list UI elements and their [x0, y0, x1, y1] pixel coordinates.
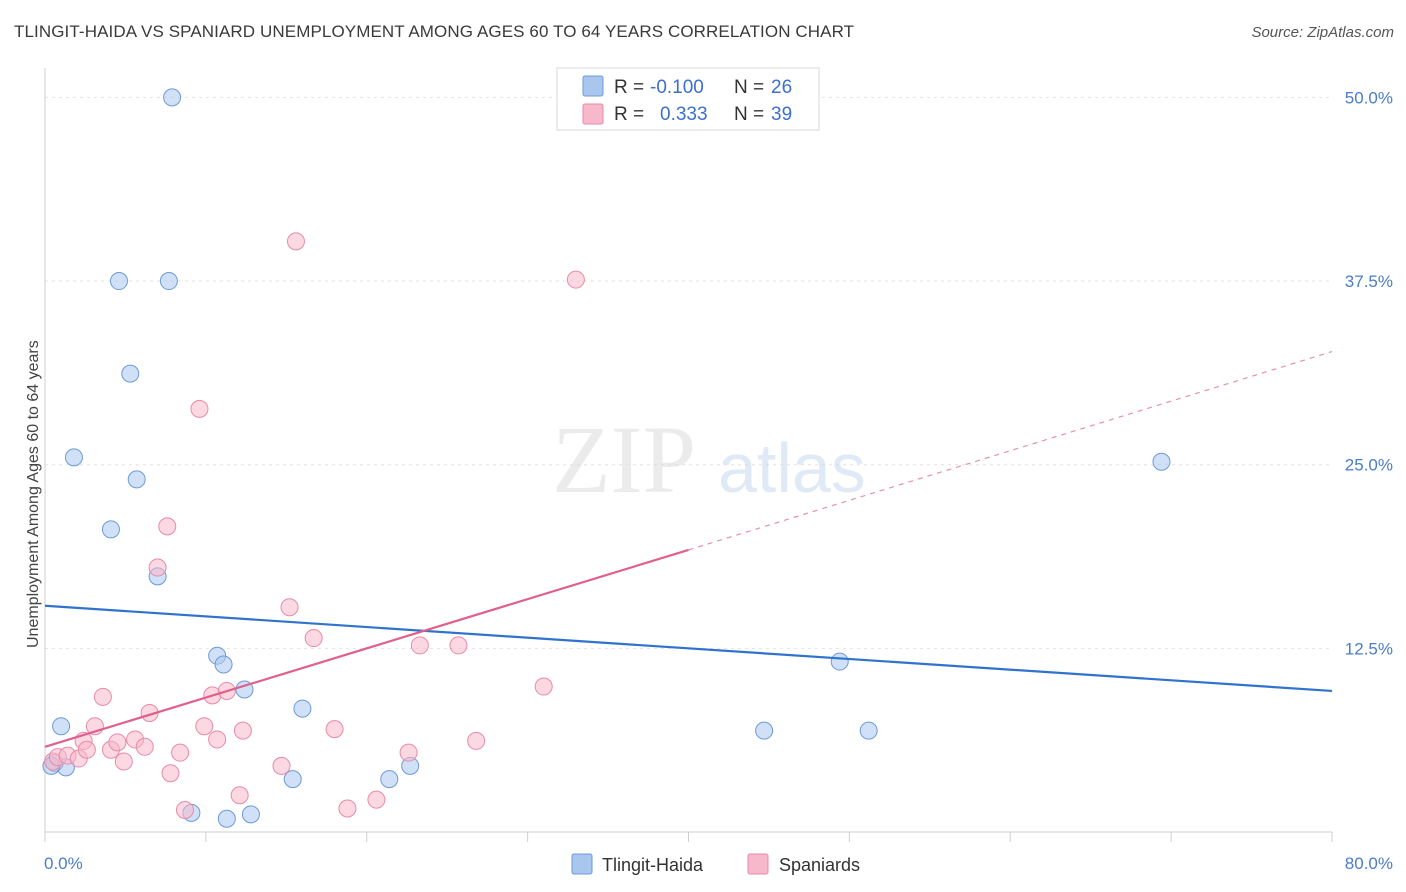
- point-tlingit-haida: [283, 770, 302, 789]
- bottom-legend: Tlingit-Haida Spaniards: [571, 853, 860, 875]
- y-tick-label: 50.0%: [1345, 88, 1393, 107]
- point-tlingit-haida: [110, 272, 129, 291]
- point-spaniards: [467, 731, 486, 750]
- point-spaniards: [566, 270, 585, 289]
- point-tlingit-haida: [52, 717, 71, 736]
- y-tick-label: 25.0%: [1345, 456, 1393, 475]
- point-spaniards: [108, 733, 127, 752]
- point-spaniards: [399, 743, 418, 762]
- legend-r-label-1: R =: [614, 77, 644, 98]
- point-spaniards: [410, 636, 429, 655]
- watermark: ZIP atlas: [552, 406, 866, 513]
- point-spaniards: [148, 558, 167, 577]
- legend-n-label-1: N =: [734, 77, 764, 98]
- grid: [45, 96, 1332, 649]
- point-spaniards: [325, 720, 344, 739]
- bottom-legend-swatch-spaniards: [747, 853, 769, 875]
- legend-r-value-1: -0.100: [650, 77, 704, 98]
- point-tlingit-haida: [101, 520, 120, 539]
- point-spaniards: [233, 721, 252, 740]
- legend-n-value-1: 26: [771, 77, 792, 98]
- point-spaniards: [175, 800, 194, 819]
- point-spaniards: [534, 677, 553, 696]
- point-tlingit-haida: [214, 655, 233, 674]
- point-tlingit-haida: [1152, 452, 1171, 471]
- legend-swatch-spaniards: [582, 103, 604, 125]
- y-tick-labels: 12.5% 25.0% 37.5% 50.0%: [1345, 88, 1393, 658]
- point-spaniards: [114, 752, 133, 771]
- point-tlingit-haida: [755, 721, 774, 740]
- x-ticks: [44, 832, 1333, 842]
- watermark-atlas: atlas: [718, 429, 866, 507]
- y-axis-title: Unemployment Among Ages 60 to 64 years: [25, 340, 42, 648]
- chart-title: TLINGIT-HAIDA VS SPANIARD UNEMPLOYMENT A…: [14, 22, 855, 41]
- legend-swatch-tlingit: [582, 75, 604, 97]
- point-tlingit-haida: [241, 805, 260, 824]
- point-tlingit-haida: [293, 699, 312, 718]
- point-tlingit-haida: [380, 770, 399, 789]
- bottom-legend-swatch-tlingit: [571, 853, 593, 875]
- bottom-legend-label-spaniards: Spaniards: [779, 855, 860, 875]
- legend-n-value-2: 39: [771, 104, 792, 125]
- legend-n-label-2: N =: [734, 104, 764, 125]
- point-tlingit-haida: [217, 809, 236, 828]
- legend-r-label-2: R =: [614, 104, 644, 125]
- point-spaniards: [304, 629, 323, 648]
- point-spaniards: [272, 756, 291, 775]
- trend-line-tlingit-haida: [44, 604, 1333, 693]
- point-tlingit-haida: [859, 721, 878, 740]
- point-tlingit-haida: [121, 364, 140, 383]
- point-spaniards: [449, 636, 468, 655]
- watermark-zip: ZIP: [552, 406, 696, 513]
- trend-line-spaniards-extension: [688, 350, 1333, 551]
- point-spaniards: [171, 743, 190, 762]
- point-spaniards: [367, 790, 386, 809]
- point-spaniards: [135, 737, 154, 756]
- point-spaniards: [208, 730, 227, 749]
- y-tick-label: 37.5%: [1345, 272, 1393, 291]
- point-tlingit-haida: [127, 470, 146, 489]
- bottom-legend-label-tlingit: Tlingit-Haida: [602, 855, 704, 875]
- y-tick-label: 12.5%: [1345, 639, 1393, 658]
- point-spaniards: [280, 598, 299, 617]
- point-tlingit-haida: [159, 272, 178, 291]
- point-spaniards: [286, 232, 305, 251]
- point-tlingit-haida: [830, 652, 849, 671]
- trend-lines: [44, 350, 1333, 748]
- point-tlingit-haida: [163, 88, 182, 107]
- point-spaniards: [195, 717, 214, 736]
- point-spaniards: [338, 799, 357, 818]
- data-points: [42, 88, 1171, 828]
- point-spaniards: [230, 786, 249, 805]
- point-tlingit-haida: [64, 448, 83, 467]
- point-spaniards: [158, 517, 177, 536]
- x-tick-label-max: 80.0%: [1345, 854, 1393, 873]
- legend-box: R = -0.100 N = 26 R = 0.333 N = 39: [556, 67, 820, 131]
- point-spaniards: [190, 399, 209, 418]
- point-spaniards: [77, 740, 96, 759]
- point-spaniards: [161, 764, 180, 783]
- legend-r-value-2: 0.333: [660, 104, 708, 125]
- source-label: Source: ZipAtlas.com: [1251, 24, 1394, 41]
- trend-line-spaniards: [44, 548, 689, 748]
- point-spaniards: [93, 687, 112, 706]
- x-tick-label-min: 0.0%: [44, 854, 83, 873]
